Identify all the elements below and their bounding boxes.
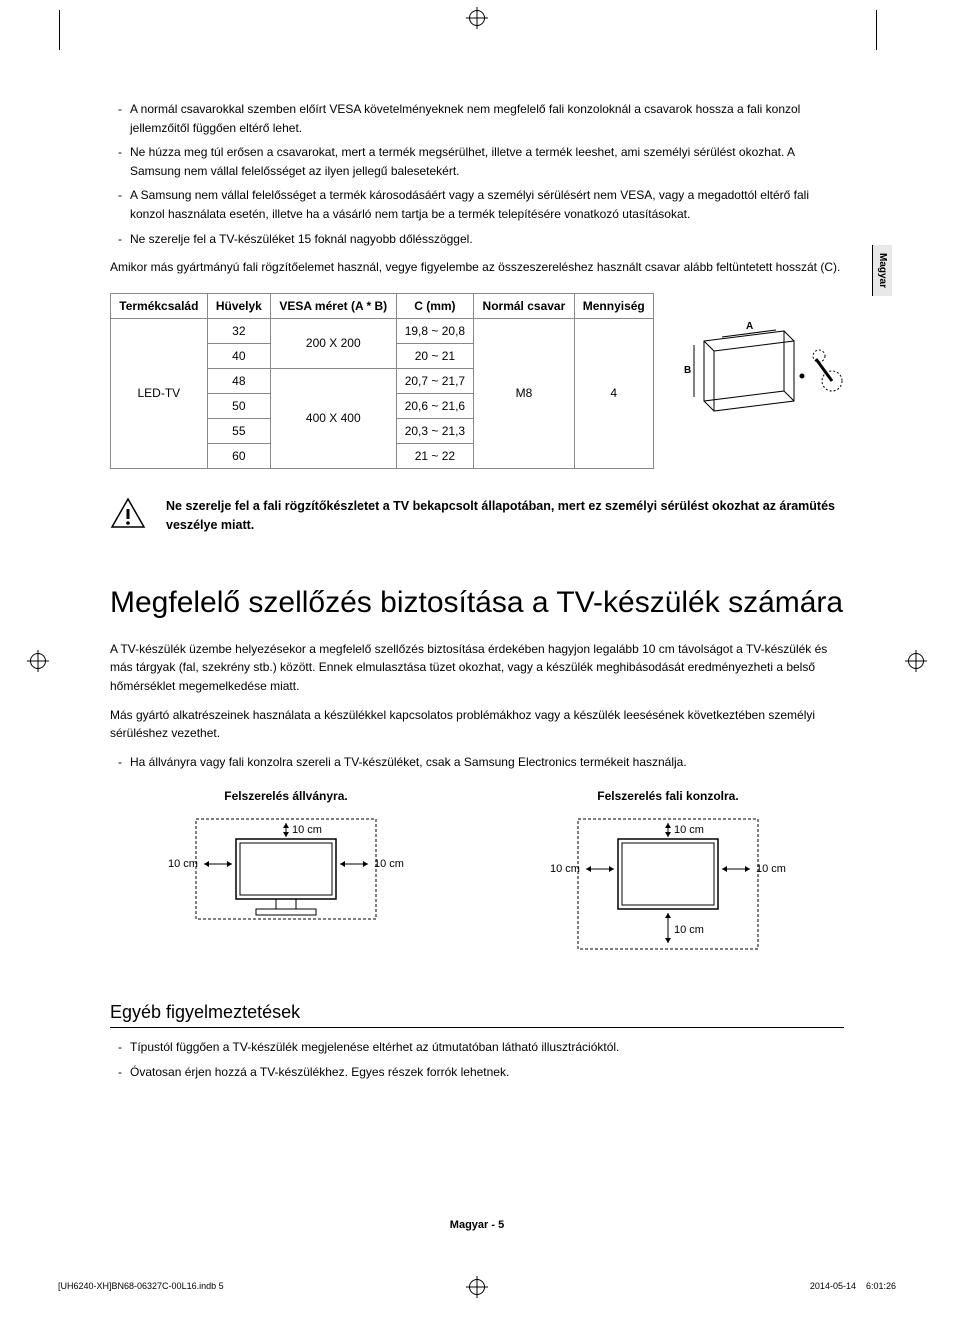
footer-timestamp: 2014-05-14 6:01:26 xyxy=(810,1281,896,1291)
ventilation-bullet-list: Ha állványra vagy fali konzolra szereli … xyxy=(110,753,844,772)
td-family: LED-TV xyxy=(111,318,208,468)
td-inch: 55 xyxy=(207,418,270,443)
warning-icon xyxy=(110,497,146,532)
subsection-title: Egyéb figyelmeztetések xyxy=(110,1002,844,1028)
bullet-item: Típustól függően a TV-készülék megjelené… xyxy=(110,1038,844,1057)
stand-diagram: Felszerelés állványra. 10 cm 10 cm 10 cm xyxy=(156,789,416,962)
td-c: 20,7 ~ 21,7 xyxy=(396,368,474,393)
page-content: A normál csavarokkal szemben előírt VESA… xyxy=(0,0,954,1132)
bullet-item: Ha állványra vagy fali konzolra szereli … xyxy=(110,753,844,772)
td-inch: 50 xyxy=(207,393,270,418)
th-family: Termékcsalád xyxy=(111,293,208,318)
vesa-bracket-diagram: A B xyxy=(674,321,844,434)
svg-text:10 cm: 10 cm xyxy=(674,824,704,836)
ventilation-para-2: Más gyártó alkatrészeinek használata a k… xyxy=(110,706,844,743)
td-inch: 40 xyxy=(207,343,270,368)
svg-text:B: B xyxy=(684,365,691,376)
bullet-item: Ne húzza meg túl erősen a csavarokat, me… xyxy=(110,143,844,180)
td-c: 19,8 ~ 20,8 xyxy=(396,318,474,343)
td-c: 20,3 ~ 21,3 xyxy=(396,418,474,443)
td-vesa: 200 X 200 xyxy=(271,318,396,368)
svg-text:A: A xyxy=(746,321,753,332)
stand-caption: Felszerelés állványra. xyxy=(156,789,416,803)
th-vesa: VESA méret (A * B) xyxy=(271,293,396,318)
svg-text:10 cm: 10 cm xyxy=(292,824,322,836)
bullet-item: A normál csavarokkal szemben előírt VESA… xyxy=(110,100,844,137)
td-inch: 60 xyxy=(207,443,270,468)
bullet-item: A Samsung nem vállal felelősséget a term… xyxy=(110,186,844,223)
td-c: 20,6 ~ 21,6 xyxy=(396,393,474,418)
ventilation-para-1: A TV-készülék üzembe helyezésekor a megf… xyxy=(110,640,844,696)
td-vesa: 400 X 400 xyxy=(271,368,396,468)
svg-text:10 cm: 10 cm xyxy=(674,924,704,936)
registration-mark-bottom xyxy=(469,1279,485,1295)
svg-text:10 cm: 10 cm xyxy=(168,858,198,870)
th-inch: Hüvelyk xyxy=(207,293,270,318)
intro-paragraph: Amikor más gyártmányú fali rögzítőelemet… xyxy=(110,258,844,277)
td-screw: M8 xyxy=(474,318,574,468)
td-c: 21 ~ 22 xyxy=(396,443,474,468)
svg-text:10 cm: 10 cm xyxy=(756,863,786,875)
vesa-bullet-list: A normál csavarokkal szemben előírt VESA… xyxy=(110,100,844,248)
section-title: Megfelelő szellőzés biztosítása a TV-kés… xyxy=(110,584,844,622)
footer-page-number: Magyar - 5 xyxy=(450,1219,504,1231)
svg-text:10 cm: 10 cm xyxy=(550,863,580,875)
other-bullet-list: Típustól függően a TV-készülék megjelené… xyxy=(110,1038,844,1081)
td-inch: 48 xyxy=(207,368,270,393)
td-qty: 4 xyxy=(574,318,653,468)
warning-text: Ne szerelje fel a fali rögzítőkészletet … xyxy=(166,497,844,535)
bullet-item: Óvatosan érjen hozzá a TV-készülékhez. E… xyxy=(110,1063,844,1082)
footer-filename: [UH6240-XH]BN68-06327C-00L16.indb 5 xyxy=(58,1281,224,1291)
vesa-spec-table: Termékcsalád Hüvelyk VESA méret (A * B) … xyxy=(110,293,654,469)
wall-caption: Felszerelés fali konzolra. xyxy=(538,789,798,803)
th-screw: Normál csavar xyxy=(474,293,574,318)
th-c: C (mm) xyxy=(396,293,474,318)
svg-text:10 cm: 10 cm xyxy=(374,858,404,870)
bullet-item: Ne szerelje fel a TV-készüléket 15 fokná… xyxy=(110,230,844,249)
td-c: 20 ~ 21 xyxy=(396,343,474,368)
th-qty: Mennyiség xyxy=(574,293,653,318)
td-inch: 32 xyxy=(207,318,270,343)
wall-diagram: Felszerelés fali konzolra. 10 cm 10 cm 1… xyxy=(538,789,798,962)
